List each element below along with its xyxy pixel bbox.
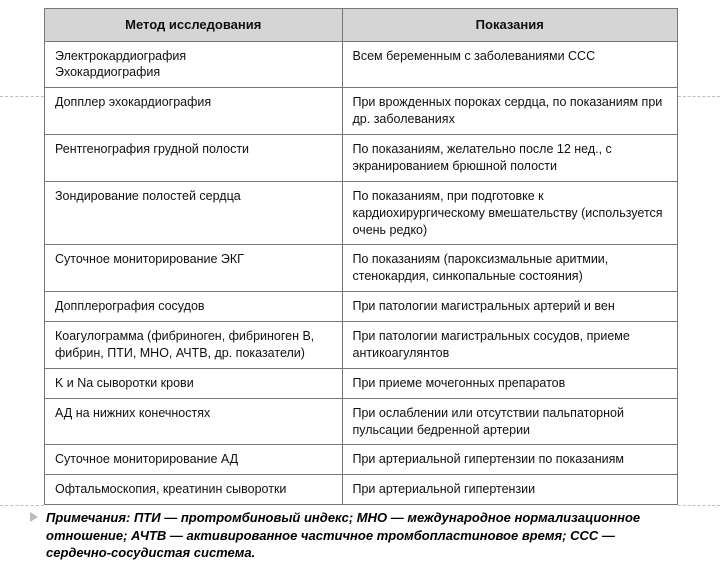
table-row: Коагулограмма (фибриноген, фибриноген В,… — [45, 322, 678, 369]
table-row: Суточное мониторирование АДПри артериаль… — [45, 445, 678, 475]
cell-method: Допплер эхокардиография — [45, 88, 343, 135]
cell-indication: При артериальной гипертензии — [342, 475, 678, 505]
cell-indication: При врожденных пороках сердца, по показа… — [342, 88, 678, 135]
cell-method: Офтальмоскопия, креатинин сыворотки — [45, 475, 343, 505]
cell-method: Суточное мониторирование АД — [45, 445, 343, 475]
table-row: ЭлектрокардиографияЭхокардиографияВсем б… — [45, 41, 678, 88]
play-icon — [30, 512, 38, 522]
cell-method: Коагулограмма (фибриноген, фибриноген В,… — [45, 322, 343, 369]
cell-method: K и Na сыворотки крови — [45, 368, 343, 398]
header-indication: Показания — [342, 9, 678, 42]
cell-indication: При патологии магистральных сосудов, при… — [342, 322, 678, 369]
table-row: АД на нижних конечностяхПри ослаблении и… — [45, 398, 678, 445]
table-row: Офтальмоскопия, креатинин сывороткиПри а… — [45, 475, 678, 505]
table-row: K и Na сыворотки кровиПри приеме мочегон… — [45, 368, 678, 398]
cell-indication: Всем беременным с заболеваниями ССС — [342, 41, 678, 88]
header-method: Метод исследования — [45, 9, 343, 42]
cell-method: Рентгенография грудной полости — [45, 135, 343, 182]
table-row: Зондирование полостей сердцаПо показания… — [45, 181, 678, 245]
cell-indication: По показаниям, желательно после 12 нед.,… — [342, 135, 678, 182]
cell-indication: При патологии магистральных артерий и ве… — [342, 292, 678, 322]
cell-method: Суточное мониторирование ЭКГ — [45, 245, 343, 292]
cell-indication: По показаниям (пароксизмальные аритмии, … — [342, 245, 678, 292]
footnote: Примечания: ПТИ — протромбиновый индекс;… — [44, 505, 678, 562]
table-row: Допплер эхокардиографияПри врожденных по… — [45, 88, 678, 135]
cell-method: Допплерография сосудов — [45, 292, 343, 322]
cell-method: АД на нижних конечностях — [45, 398, 343, 445]
cell-indication: При приеме мочегонных препаратов — [342, 368, 678, 398]
table-row: Допплерография сосудовПри патологии маги… — [45, 292, 678, 322]
table-row: Рентгенография грудной полостиПо показан… — [45, 135, 678, 182]
cell-indication: По показаниям, при подготовке к кардиохи… — [342, 181, 678, 245]
methods-table: Метод исследования Показания Электрокард… — [44, 8, 678, 505]
cell-method: ЭлектрокардиографияЭхокардиография — [45, 41, 343, 88]
table-row: Суточное мониторирование ЭКГПо показания… — [45, 245, 678, 292]
cell-indication: При артериальной гипертензии по показани… — [342, 445, 678, 475]
cell-method: Зондирование полостей сердца — [45, 181, 343, 245]
cell-indication: При ослаблении или отсутствии пальпаторн… — [342, 398, 678, 445]
